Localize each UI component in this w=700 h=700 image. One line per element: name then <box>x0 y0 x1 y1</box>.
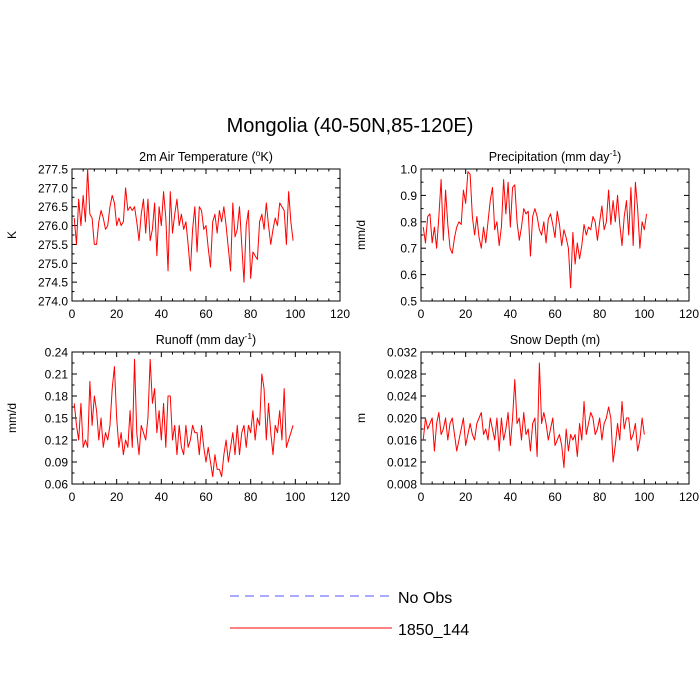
x-tick-label: 60 <box>548 490 562 504</box>
x-tick-label: 20 <box>459 307 473 321</box>
y-tick-label: 0.028 <box>387 368 417 382</box>
x-tick-label: 80 <box>244 490 258 504</box>
x-tick-label: 0 <box>418 490 425 504</box>
figure-title: Mongolia (40-50N,85-120E) <box>227 115 474 137</box>
y-tick-label: 0.12 <box>45 434 69 448</box>
plot-frame <box>71 168 341 302</box>
x-tick-label: 80 <box>244 307 258 321</box>
y-axis-label: mm/d <box>5 403 19 433</box>
y-tick-label: 0.016 <box>387 434 417 448</box>
y-tick-label: 275.5 <box>38 238 68 252</box>
y-tick-label: 0.18 <box>45 390 69 404</box>
chart-snow-depth: Snow Depth (m) m 0 20 40 60 80 100 120 0.008 0.012… <box>354 333 699 504</box>
y-tick-label: 0.024 <box>387 390 417 404</box>
legend-label-no-obs: No Obs <box>398 590 452 607</box>
x-tick-label: 0 <box>69 490 76 504</box>
panel-title-main: Snow Depth (m) <box>510 333 600 347</box>
panel-title-suffix: ) <box>252 333 256 347</box>
y-tick-label: 0.9 <box>400 189 417 203</box>
x-tick-label: 0 <box>418 307 425 321</box>
y-tick-label: 277.0 <box>38 181 68 195</box>
x-tick-label: 40 <box>504 490 518 504</box>
x-tick-label: 20 <box>110 307 124 321</box>
panel-title-main: Runoff (mm day <box>156 333 245 347</box>
x-tick-label: 40 <box>155 490 169 504</box>
chart-panels: 2m Air Temperature (oK) K 0 20 40 60 80 100 120 2… <box>5 148 699 504</box>
x-tick-label: 20 <box>110 490 124 504</box>
chart-runoff: Runoff (mm day-1) mm/d 0 20 40 60 80 100 120 0.06… <box>5 331 350 504</box>
plot-frame <box>71 351 341 485</box>
series-line-1850_144 <box>73 358 294 478</box>
x-tick-label: 120 <box>679 307 699 321</box>
x-tick-label: 20 <box>459 490 473 504</box>
y-tick-label: 274.5 <box>38 276 68 290</box>
x-tick-label: 0 <box>69 307 76 321</box>
y-tick-label: 0.6 <box>400 268 417 282</box>
x-tick-label: 100 <box>285 490 305 504</box>
panel-title-main: Precipitation (mm day <box>489 150 611 164</box>
y-tick-label: 0.012 <box>387 456 417 470</box>
plot-frame <box>420 351 690 485</box>
y-tick-label: 0.008 <box>387 478 417 492</box>
y-tick-label: 276.0 <box>38 219 68 233</box>
panel-title: Snow Depth (m) <box>510 333 600 347</box>
series-line-1850_144 <box>73 168 294 283</box>
panel-title-main: 2m Air Temperature ( <box>139 150 256 164</box>
y-tick-label: 0.15 <box>45 412 69 426</box>
x-tick-label: 40 <box>155 307 169 321</box>
x-tick-label: 100 <box>634 307 654 321</box>
x-tick-label: 120 <box>330 490 350 504</box>
panel-title: Precipitation (mm day-1) <box>489 148 622 164</box>
panel-title-suffix: K) <box>260 150 273 164</box>
y-tick-label: 277.5 <box>38 163 68 177</box>
x-tick-label: 60 <box>199 490 213 504</box>
x-tick-label: 120 <box>330 307 350 321</box>
panel-title-suffix: ) <box>617 150 621 164</box>
x-tick-label: 120 <box>679 490 699 504</box>
y-tick-label: 0.09 <box>45 456 69 470</box>
x-tick-label: 80 <box>593 490 607 504</box>
series-line-1850_144 <box>422 362 645 468</box>
y-tick-label: 0.7 <box>400 242 417 256</box>
panel-title: Runoff (mm day-1) <box>156 331 256 347</box>
y-tick-label: 0.24 <box>45 346 69 360</box>
x-tick-label: 60 <box>548 307 562 321</box>
x-tick-label: 60 <box>199 307 213 321</box>
y-tick-label: 0.06 <box>45 478 69 492</box>
y-axis-label: K <box>5 231 19 239</box>
chart-precipitation: Precipitation (mm day-1) mm/d 0 20 40 60 80 100… <box>354 148 699 321</box>
chart-temperature: 2m Air Temperature (oK) K 0 20 40 60 80 100 120 2… <box>5 148 350 321</box>
y-tick-label: 0.5 <box>400 295 417 309</box>
x-tick-label: 80 <box>593 307 607 321</box>
y-axis-label: m <box>354 413 368 423</box>
y-tick-label: 0.21 <box>45 368 69 382</box>
x-tick-label: 100 <box>634 490 654 504</box>
y-tick-label: 275.0 <box>38 257 68 271</box>
legend: No Obs 1850_144 <box>230 590 469 639</box>
legend-label-1850-144: 1850_144 <box>398 622 469 639</box>
panel-title-superscript: -1 <box>610 148 618 158</box>
y-tick-label: 0.8 <box>400 215 417 229</box>
panel-title: 2m Air Temperature (oK) <box>139 148 273 164</box>
series-line-1850_144 <box>422 171 648 289</box>
y-tick-label: 1.0 <box>400 163 417 177</box>
y-axis-label: mm/d <box>354 220 368 250</box>
x-tick-label: 40 <box>504 307 518 321</box>
y-tick-label: 0.032 <box>387 346 417 360</box>
y-tick-label: 0.020 <box>387 412 417 426</box>
y-tick-label: 276.5 <box>38 200 68 214</box>
y-tick-label: 274.0 <box>38 295 68 309</box>
panel-title-superscript: o <box>256 148 261 158</box>
x-tick-label: 100 <box>285 307 305 321</box>
panel-title-superscript: -1 <box>244 331 252 341</box>
